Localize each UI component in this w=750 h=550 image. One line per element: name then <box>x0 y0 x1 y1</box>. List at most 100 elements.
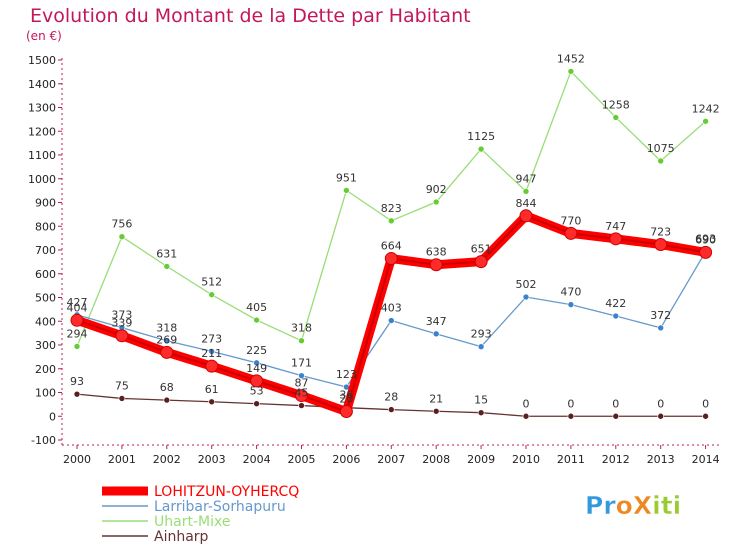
data-label: 318 <box>291 322 312 335</box>
data-label: 45 <box>295 387 309 400</box>
data-label: 723 <box>650 226 671 239</box>
legend: LOHITZUN-OYHERCQLarribar-SorhapuruUhart-… <box>102 484 299 545</box>
data-label: 638 <box>426 246 447 259</box>
data-point <box>298 372 305 379</box>
data-label: 756 <box>111 218 132 231</box>
data-label: 318 <box>156 322 177 335</box>
data-label: 0 <box>523 397 530 410</box>
data-label: 87 <box>295 377 309 390</box>
data-label: 339 <box>111 317 132 330</box>
series-0 <box>70 209 713 418</box>
x-tick-label: 2001 <box>108 453 136 466</box>
data-point <box>253 316 260 324</box>
data-label: 693 <box>695 233 716 246</box>
data-point <box>564 226 578 240</box>
data-label: 53 <box>250 385 264 398</box>
data-label: 422 <box>605 297 626 310</box>
data-point <box>298 337 305 345</box>
data-label: 273 <box>201 332 222 345</box>
logo-letter: P <box>585 491 603 520</box>
series-2 <box>73 68 709 350</box>
data-point <box>567 301 575 308</box>
data-label: 93 <box>70 375 84 388</box>
data-point <box>253 400 260 407</box>
data-point <box>522 293 530 301</box>
data-label: 28 <box>384 391 398 404</box>
data-label: 427 <box>67 296 88 309</box>
data-label: 171 <box>291 357 312 370</box>
data-point <box>609 232 623 246</box>
data-point <box>432 330 440 338</box>
data-label: 1452 <box>557 52 585 65</box>
y-tick-label: 800 <box>35 220 56 233</box>
x-tick-label: 2010 <box>512 453 540 466</box>
data-point <box>205 359 219 373</box>
data-point <box>295 389 308 403</box>
data-label: 823 <box>381 202 402 215</box>
x-tick-label: 2005 <box>288 453 316 466</box>
x-tick-label: 2007 <box>377 453 405 466</box>
data-label: 294 <box>67 327 88 340</box>
data-label: 0 <box>657 397 664 410</box>
series-1 <box>73 248 709 391</box>
data-label: 512 <box>201 276 222 289</box>
data-point <box>250 374 264 388</box>
data-point <box>477 409 485 416</box>
y-tick-label: 1400 <box>28 78 56 91</box>
data-point <box>477 145 485 153</box>
data-point <box>73 343 81 350</box>
data-label: 293 <box>471 328 492 341</box>
y-tick-label: 500 <box>35 292 56 305</box>
y-tick-label: 600 <box>35 268 56 281</box>
data-point <box>654 238 668 252</box>
data-point <box>657 157 665 165</box>
x-tick-label: 2004 <box>243 453 271 466</box>
proxiti-logo: ProXiti <box>585 491 681 520</box>
data-point <box>70 313 84 327</box>
y-tick-label: 700 <box>35 244 56 257</box>
y-tick-label: 1000 <box>28 173 56 186</box>
data-label: 1242 <box>692 102 720 115</box>
y-tick-label: -100 <box>31 434 56 447</box>
data-point <box>567 412 575 420</box>
data-label: 651 <box>471 243 492 256</box>
data-label: 631 <box>156 247 177 260</box>
y-tick-label: 200 <box>35 363 56 376</box>
legend-label: Larribar-Sorhapuru <box>154 499 286 515</box>
x-tick-label: 2012 <box>602 453 630 466</box>
x-tick-label: 2003 <box>198 453 226 466</box>
data-label: 347 <box>426 315 447 328</box>
data-point <box>429 258 443 272</box>
data-labels: 294 756 631 512 405 318 951 823 902 1125 947 1452 12… <box>67 52 720 410</box>
data-label: 502 <box>516 278 537 291</box>
data-point <box>387 406 395 413</box>
data-point <box>567 68 575 75</box>
data-point <box>387 317 395 324</box>
data-label: 211 <box>201 347 222 360</box>
y-tick-label: 900 <box>35 197 56 210</box>
data-point <box>343 187 350 194</box>
x-tick-label: 2011 <box>557 453 585 466</box>
legend-label: Ainharp <box>154 529 209 545</box>
x-tick-label: 2000 <box>63 453 91 466</box>
data-label: 844 <box>516 197 537 210</box>
data-point <box>387 217 395 225</box>
data-point <box>73 390 81 398</box>
data-point <box>208 291 215 298</box>
logo-letter: t <box>661 491 673 520</box>
data-label: 1125 <box>467 130 495 143</box>
data-point <box>384 252 398 266</box>
data-label: 747 <box>605 220 626 233</box>
data-label: 15 <box>474 394 488 407</box>
y-axis-ticks: -100 0 100 200 300 400 500 600 700 800 900 1000 1100… <box>28 54 62 447</box>
data-label: 0 <box>567 397 574 410</box>
logo-letter: i <box>673 491 682 520</box>
data-point <box>612 312 620 320</box>
y-axis-unit: (en €) <box>26 29 62 43</box>
data-label: 123 <box>336 368 357 381</box>
data-label: 75 <box>115 379 129 392</box>
data-point <box>118 395 126 402</box>
